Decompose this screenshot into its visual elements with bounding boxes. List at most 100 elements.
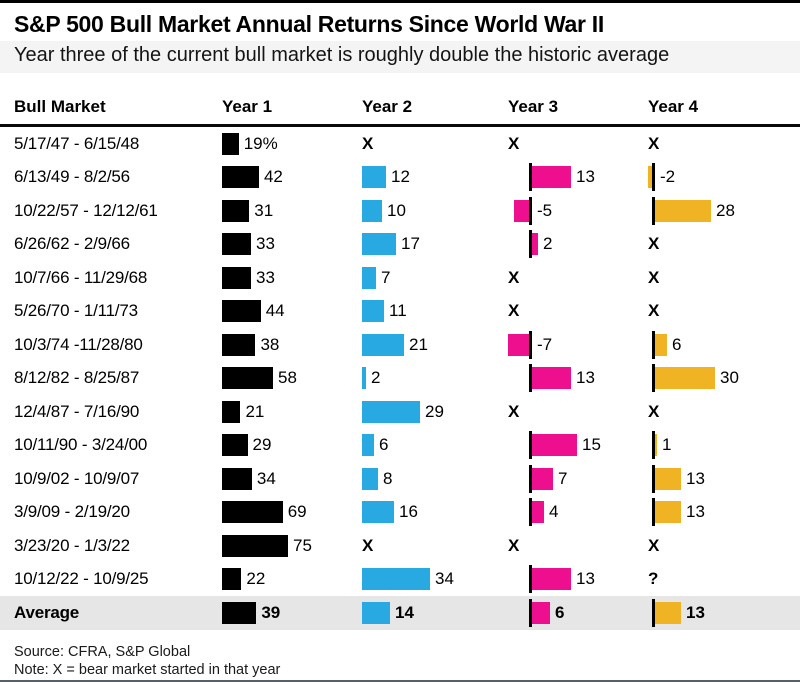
year3-bar-group: 7 <box>508 464 641 493</box>
zero-axis-tick <box>652 464 655 493</box>
table-row: 10/3/74 -11/28/80 38 21 -7 6 <box>0 328 800 362</box>
year1-cell: 33 <box>210 230 350 258</box>
no-data-marker: X <box>648 535 660 555</box>
bull-market-label: 10/7/66 - 11/29/68 <box>14 267 148 287</box>
bull-market-label: 8/12/82 - 8/25/87 <box>14 368 140 388</box>
column-headers: Bull Market Year 1 Year 2 Year 3 Year 4 <box>0 73 800 127</box>
negative-zone <box>508 333 529 356</box>
year3-bar-group: 15 <box>508 431 641 460</box>
year1-cell: 39 <box>210 599 350 627</box>
year1-value: 75 <box>293 535 312 555</box>
no-data-marker: X <box>648 267 660 287</box>
year3-value: -5 <box>537 200 553 220</box>
year3-value: 4 <box>549 502 559 522</box>
table-row: 3/23/20 - 1/3/22 75 X X X <box>0 529 800 563</box>
year1-bar-group: 38 <box>222 331 350 359</box>
year4-bar <box>655 199 711 222</box>
year1-value: 69 <box>287 502 307 522</box>
year2-value: 10 <box>387 200 406 220</box>
negative-zone <box>508 166 529 188</box>
unknown-marker: ? <box>648 569 659 589</box>
year4-bar <box>655 601 681 624</box>
year2-bar <box>362 367 366 390</box>
year4-bar-group: 28 <box>648 196 800 225</box>
year4-bar <box>655 333 667 356</box>
negative-zone <box>648 434 652 456</box>
bull-market-label: 10/11/90 - 3/24/00 <box>14 435 148 455</box>
bull-market-label: 6/13/49 - 8/2/56 <box>14 167 130 187</box>
year3-bar <box>532 601 550 624</box>
year1-bar-group: 33 <box>222 230 350 258</box>
bull-market-label: 10/22/57 - 12/12/61 <box>14 200 158 220</box>
year2-bar-group: 6 <box>362 431 495 459</box>
year4-bar-group: 30 <box>648 364 800 393</box>
year1-cell: 31 <box>210 197 350 225</box>
year1-bar-group: 29 <box>222 431 350 459</box>
year1-bar <box>222 467 252 490</box>
year2-cell: 17 <box>350 230 495 258</box>
bull-market-label: Average <box>14 602 80 622</box>
zero-axis-tick <box>652 364 655 393</box>
year2-bar <box>362 434 374 457</box>
year1-value: 19% <box>243 133 278 153</box>
table-row: 3/9/09 - 2/19/20 69 16 4 13 <box>0 496 800 530</box>
year3-bar-group: 13 <box>508 163 641 192</box>
year2-bar-group: 11 <box>362 297 495 325</box>
year1-bar <box>222 501 283 524</box>
table-row: 10/11/90 - 3/24/00 29 6 15 1 <box>0 429 800 463</box>
year2-cell: 16 <box>350 498 495 526</box>
bull-market-label: 10/3/74 -11/28/80 <box>14 334 143 354</box>
year4-bar-group: 6 <box>648 330 800 359</box>
year1-value: 33 <box>256 267 275 287</box>
year4-value: 30 <box>720 368 739 388</box>
zero-axis-tick <box>652 330 655 359</box>
year1-cell: 42 <box>210 163 350 191</box>
year2-value: 17 <box>401 234 420 254</box>
year4-cell: X <box>641 301 800 321</box>
year2-bar-group: 16 <box>362 498 495 526</box>
year2-bar <box>362 300 384 323</box>
year2-bar-group: 12 <box>362 163 495 191</box>
no-data-marker: X <box>508 267 520 287</box>
year3-cell: X <box>495 268 641 288</box>
year3-cell: 13 <box>495 565 641 594</box>
year1-bar <box>222 132 239 155</box>
no-data-marker: X <box>508 133 520 153</box>
year1-bar <box>222 568 242 591</box>
year3-cell: X <box>495 301 641 321</box>
year1-bar <box>222 333 256 356</box>
year1-cell: 29 <box>210 431 350 459</box>
year2-cell: 6 <box>350 431 495 459</box>
year3-bar <box>532 367 571 390</box>
zero-axis-tick <box>529 364 532 393</box>
year2-cell: 12 <box>350 163 495 191</box>
table-row: 6/13/49 - 8/2/56 42 12 13 -2 <box>0 161 800 195</box>
negative-zone <box>648 334 652 356</box>
negative-zone <box>508 568 529 590</box>
year2-value: 29 <box>425 401 444 421</box>
year2-bar <box>362 166 386 189</box>
year3-value: 15 <box>582 435 601 455</box>
year4-bar-group: 13 <box>648 598 800 627</box>
table-row: 8/12/82 - 8/25/87 58 2 13 30 <box>0 362 800 396</box>
negative-zone <box>508 434 529 456</box>
year2-cell: 8 <box>350 465 495 493</box>
year4-bar-group: 13 <box>648 498 800 527</box>
year1-cell: 69 <box>210 498 350 526</box>
year2-cell: X <box>350 536 495 556</box>
year3-cell: X <box>495 134 641 154</box>
year2-bar <box>362 233 396 256</box>
table-row: 6/26/62 - 2/9/66 33 17 2 X <box>0 228 800 262</box>
year4-cell: ? <box>641 569 800 589</box>
column-header-bull-market: Bull Market <box>14 97 106 116</box>
year1-cell: 34 <box>210 465 350 493</box>
negative-zone <box>508 233 529 255</box>
year1-value: 34 <box>256 468 276 488</box>
year1-bar <box>222 400 241 423</box>
year1-cell: 38 <box>210 331 350 359</box>
year1-bar-group: 69 <box>222 498 350 526</box>
year4-cell: -2 <box>641 163 800 192</box>
year2-cell: X <box>350 134 495 154</box>
zero-axis-tick <box>652 196 655 225</box>
year3-value: 13 <box>576 368 595 388</box>
